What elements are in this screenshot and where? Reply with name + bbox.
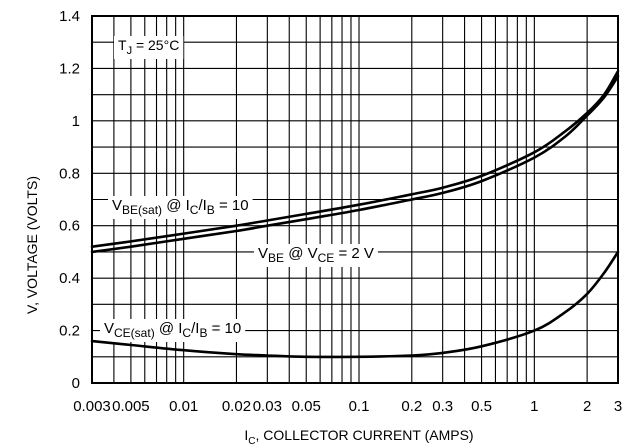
x-tick-label: 3 bbox=[614, 398, 622, 415]
y-tick-labels: 0 0.2 0.4 0.6 0.8 1 1.2 1.4 bbox=[59, 8, 80, 392]
x-tick-label: 0.003 bbox=[73, 398, 111, 415]
y-tick-label: 0 bbox=[72, 375, 80, 392]
x-tick-label: 1 bbox=[530, 398, 538, 415]
y-tick-label: 0.2 bbox=[59, 323, 80, 340]
x-tick-label: 0.01 bbox=[169, 398, 198, 415]
x-tick-label: 0.02 bbox=[222, 398, 251, 415]
y-axis-title: V, VOLTAGE (VOLTS) bbox=[24, 176, 40, 314]
y-tick-label: 1.2 bbox=[59, 60, 80, 77]
x-axis-title-main: I bbox=[244, 427, 248, 443]
annotations: TJ = 25°C VBE(sat) @ IC/IB = 10 VBE @ VCE … bbox=[104, 37, 374, 340]
y-tick-label: 0.4 bbox=[59, 270, 80, 287]
plot-frame bbox=[91, 15, 619, 384]
annotation-bg-vbe bbox=[254, 244, 378, 267]
x-axis-title: IC, COLLECTOR CURRENT (AMPS) bbox=[244, 427, 473, 447]
annotation-backgrounds bbox=[100, 36, 378, 342]
x-axis-title-sub: C bbox=[248, 436, 255, 447]
y-tick-label: 0.6 bbox=[59, 218, 80, 235]
series-line-vbe bbox=[90, 75, 620, 254]
annotation-tj: TJ = 25°C bbox=[118, 37, 179, 57]
series-line-vbe_sat bbox=[90, 69, 620, 248]
annotation-vcesat: VCE(sat) @ IC/IB = 10 bbox=[104, 320, 241, 340]
x-tick-label: 0.03 bbox=[253, 398, 282, 415]
x-tick-labels: 0.003 0.005 0.01 0.02 0.03 0.05 0.1 0.2 0.3 0.5 1 2… bbox=[73, 398, 622, 415]
y-tick-label: 0.8 bbox=[59, 165, 80, 182]
x-tick-label: 0.3 bbox=[432, 398, 453, 415]
annotation-vbesat: VBE(sat) @ IC/IB = 10 bbox=[112, 197, 249, 217]
y-tick-label: 1 bbox=[72, 113, 80, 130]
x-tick-label: 0.05 bbox=[292, 398, 321, 415]
x-axis-title-rest: , COLLECTOR CURRENT (AMPS) bbox=[256, 427, 474, 443]
x-tick-label: 0.5 bbox=[471, 398, 492, 415]
series-layer bbox=[90, 69, 620, 359]
x-tick-label: 0.1 bbox=[349, 398, 370, 415]
annotation-bg-vbesat bbox=[108, 196, 253, 219]
annotation-bg-tj bbox=[114, 36, 184, 59]
annotation-vbe: VBE @ VCE = 2 V bbox=[258, 245, 374, 265]
series-line-vce_sat bbox=[90, 250, 620, 359]
x-tick-label: 0.2 bbox=[401, 398, 422, 415]
x-tick-label: 0.005 bbox=[112, 398, 150, 415]
y-tick-label: 1.4 bbox=[59, 8, 80, 25]
annotation-bg-vcesat bbox=[100, 319, 246, 342]
x-tick-label: 2 bbox=[583, 398, 591, 415]
